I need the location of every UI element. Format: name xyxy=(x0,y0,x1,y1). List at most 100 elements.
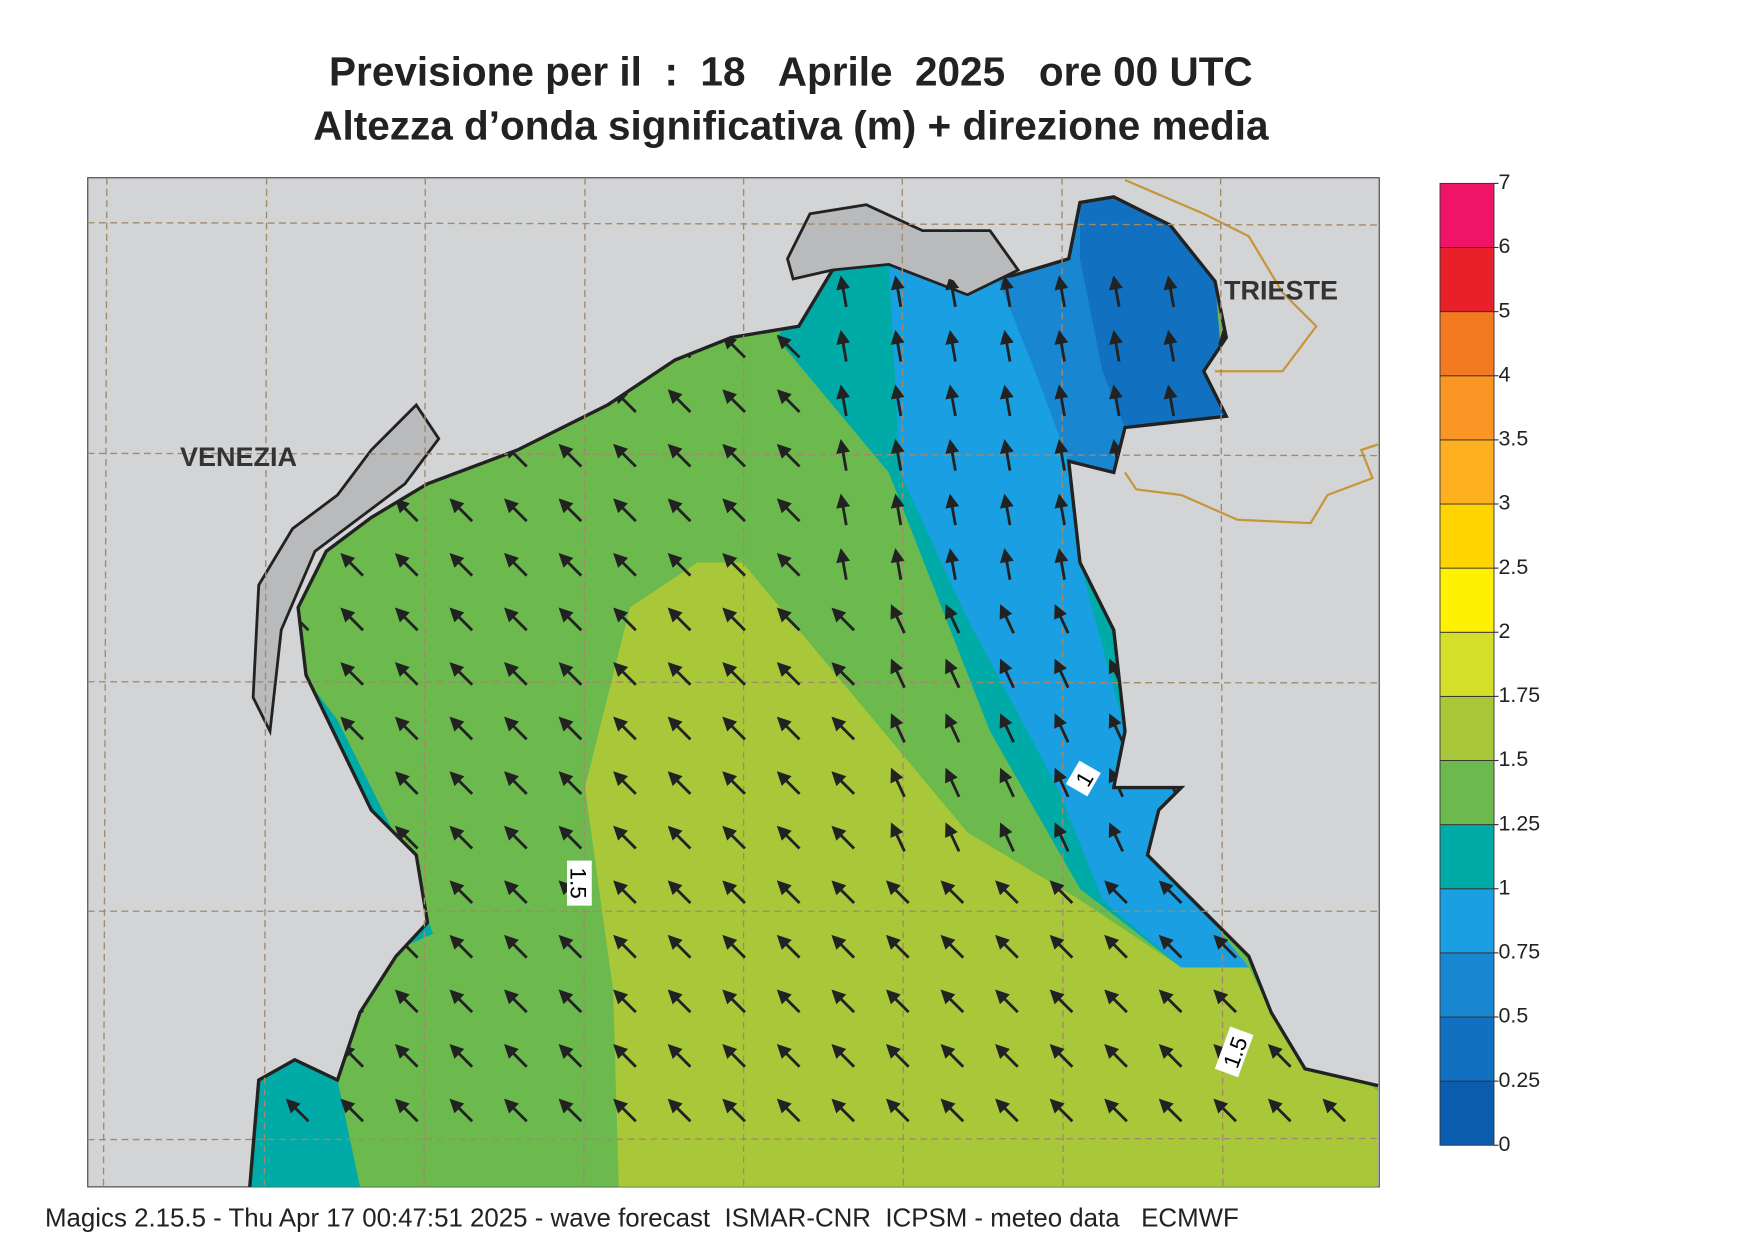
arrow xyxy=(1104,989,1128,1014)
arrow xyxy=(945,658,961,689)
arrow xyxy=(558,934,583,959)
arrow xyxy=(340,1098,365,1123)
arrow xyxy=(1049,989,1074,1014)
map: VENEZIA TRIESTE 1 1.5 1.5 xyxy=(87,177,1380,1188)
arrow xyxy=(831,989,856,1014)
arrow xyxy=(1104,1044,1128,1068)
arrow xyxy=(1158,880,1183,905)
colorbar-bin xyxy=(1439,567,1495,633)
arrow xyxy=(999,604,1015,634)
arrow xyxy=(945,384,960,417)
arrow xyxy=(722,880,746,905)
arrow xyxy=(504,552,528,577)
arrow xyxy=(885,1098,910,1123)
arrow xyxy=(890,548,905,580)
arrow xyxy=(945,275,960,308)
arrow xyxy=(449,607,474,632)
colorbar-tick-label: 1.25 xyxy=(1499,811,1541,835)
colorbar-bin xyxy=(1439,888,1495,954)
zone-darkblue xyxy=(1080,196,1227,428)
colorbar-bin xyxy=(1439,311,1495,377)
arrow xyxy=(1109,329,1123,362)
arrow xyxy=(504,989,528,1014)
arrow xyxy=(340,716,365,741)
arrow xyxy=(995,934,1019,959)
arrow xyxy=(449,498,474,523)
arrow xyxy=(667,1098,692,1123)
arrow xyxy=(504,934,528,959)
arrow xyxy=(722,1098,746,1123)
arrow xyxy=(449,825,474,850)
arrow xyxy=(340,662,365,686)
arrow xyxy=(831,934,856,959)
arrow xyxy=(667,498,692,523)
arrow xyxy=(613,1098,637,1123)
arrow xyxy=(394,607,419,632)
contour-label: 1 xyxy=(1065,760,1101,797)
arrow xyxy=(836,275,851,308)
colorbar-bin xyxy=(1439,247,1495,313)
arrow xyxy=(1054,275,1069,308)
zone-teal-sw xyxy=(249,1059,360,1187)
arrow xyxy=(776,662,801,686)
arrow xyxy=(945,548,960,580)
arrow xyxy=(449,934,474,959)
arrow xyxy=(1267,1098,1292,1123)
arrow xyxy=(831,1098,856,1123)
arrow xyxy=(613,880,637,905)
city-label: TRIESTE xyxy=(1224,275,1338,305)
colorbar-tick-label: 5 xyxy=(1499,298,1511,322)
city-label: VENEZIA xyxy=(180,442,297,472)
arrow xyxy=(776,934,801,959)
arrow xyxy=(722,662,746,686)
arrow xyxy=(558,825,583,850)
arrow xyxy=(558,607,583,632)
arrow xyxy=(394,1044,419,1068)
arrow xyxy=(558,1098,583,1123)
arrow xyxy=(722,498,746,523)
arrow xyxy=(999,329,1014,362)
arrow xyxy=(776,498,801,523)
border xyxy=(1124,178,1379,525)
arrow xyxy=(836,439,851,471)
arrow xyxy=(1158,1044,1183,1068)
arrow xyxy=(995,880,1019,905)
arrow xyxy=(885,1044,910,1068)
colorbar-tick-label: 3.5 xyxy=(1499,427,1529,451)
arrow xyxy=(449,1044,474,1068)
arrow xyxy=(558,662,583,686)
arrow xyxy=(831,607,856,632)
arrow xyxy=(999,713,1015,743)
arrow xyxy=(836,329,851,362)
arrow xyxy=(722,389,746,413)
arrow xyxy=(945,822,961,852)
arrow xyxy=(449,989,474,1014)
arrow xyxy=(722,989,746,1014)
arrow xyxy=(1109,384,1123,417)
arrow xyxy=(1054,439,1069,471)
arrow xyxy=(995,989,1019,1014)
colorbar-tick-label: 2.5 xyxy=(1499,555,1529,579)
arrow xyxy=(449,771,474,795)
arrow xyxy=(776,716,801,741)
arrow xyxy=(1054,658,1070,689)
colorbar-bin xyxy=(1439,439,1495,505)
arrow xyxy=(394,716,419,741)
arrow xyxy=(890,439,905,471)
arrow xyxy=(831,1044,856,1068)
arrow xyxy=(945,604,961,634)
colorbar-bin xyxy=(1439,695,1495,761)
arrow xyxy=(394,989,419,1014)
arrow xyxy=(999,275,1014,308)
arrow xyxy=(394,498,419,523)
arrow xyxy=(1163,384,1178,417)
arrow xyxy=(1104,880,1128,905)
arrow xyxy=(504,880,528,905)
title-line2: Altezza d’onda significativa (m) + direz… xyxy=(313,103,1269,149)
arrow xyxy=(558,1044,583,1068)
arrow xyxy=(1049,934,1074,959)
arrow xyxy=(995,1098,1019,1123)
arrow xyxy=(558,498,583,523)
arrow xyxy=(1163,329,1178,362)
arrow xyxy=(722,1044,746,1068)
